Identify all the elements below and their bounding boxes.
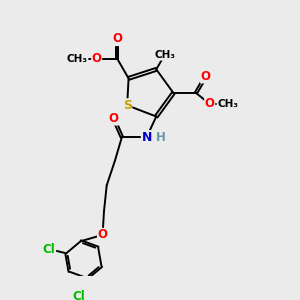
Text: Cl: Cl	[73, 290, 85, 300]
Text: O: O	[92, 52, 102, 65]
Text: O: O	[201, 70, 211, 83]
Text: N: N	[142, 131, 152, 144]
Text: O: O	[112, 32, 122, 46]
Text: Cl: Cl	[43, 243, 56, 256]
Text: O: O	[109, 112, 118, 125]
Text: H: H	[155, 131, 165, 144]
Text: CH₃: CH₃	[67, 54, 88, 64]
Text: CH₃: CH₃	[217, 99, 238, 109]
Text: O: O	[205, 98, 215, 110]
Text: S: S	[123, 99, 132, 112]
Text: CH₃: CH₃	[154, 50, 175, 60]
Text: O: O	[98, 228, 108, 242]
